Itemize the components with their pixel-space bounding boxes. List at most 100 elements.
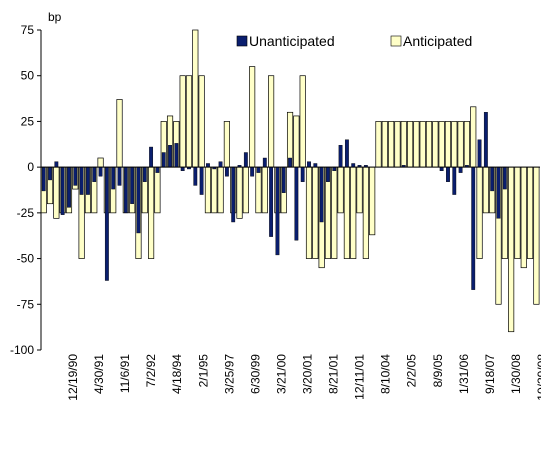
x-tick-label: 2/2/05 xyxy=(405,354,419,388)
y-axis-label: bp xyxy=(48,10,62,24)
bar-unanticipated xyxy=(180,166,185,171)
bar-anticipated xyxy=(204,166,212,214)
x-tick-label: 3/21/00 xyxy=(274,354,288,394)
bar-unanticipated xyxy=(458,166,463,173)
bar-unanticipated xyxy=(41,166,46,192)
bar-unanticipated xyxy=(477,139,482,168)
x-tick-label: 3/25/97 xyxy=(222,354,236,394)
bar-unanticipated xyxy=(123,166,128,214)
bar-anticipated xyxy=(451,121,458,168)
bar-anticipated xyxy=(305,166,313,259)
x-tick-label: 7/2/92 xyxy=(144,354,158,388)
bar-anticipated xyxy=(249,66,256,168)
bar-anticipated xyxy=(255,166,262,214)
bar-anticipated xyxy=(375,121,382,168)
x-tick-label: 8/9/05 xyxy=(431,354,445,388)
bar-unanticipated xyxy=(79,166,84,195)
bar-anticipated xyxy=(331,166,338,259)
bar-anticipated xyxy=(508,166,515,333)
bar-anticipated xyxy=(116,99,123,168)
bar-anticipated xyxy=(192,29,199,168)
bar-unanticipated xyxy=(326,166,330,182)
bar-unanticipated xyxy=(446,166,450,182)
bar-unanticipated xyxy=(243,152,248,168)
x-tick-label: 9/18/07 xyxy=(483,354,497,394)
bar-anticipated xyxy=(154,166,161,214)
bar-unanticipated xyxy=(117,166,122,186)
bar-anticipated xyxy=(432,121,439,168)
bar-unanticipated xyxy=(54,161,59,168)
x-tick-label: 8/21/01 xyxy=(327,354,341,394)
bar-anticipated xyxy=(343,166,350,259)
x-tick-label: 1/30/08 xyxy=(509,354,523,394)
bar-unanticipated xyxy=(483,112,488,168)
y-tick-label: -25 xyxy=(17,206,35,220)
bar-unanticipated xyxy=(313,163,318,168)
bar-anticipated xyxy=(425,121,433,168)
bar-unanticipated xyxy=(231,166,236,223)
x-tick-label: 10/29/08 xyxy=(535,354,541,401)
bar-unanticipated xyxy=(142,166,147,182)
bar-unanticipated xyxy=(48,166,52,181)
y-tick-label: 75 xyxy=(21,23,35,37)
bar-unanticipated xyxy=(73,166,78,186)
bar-anticipated xyxy=(394,121,401,168)
bar-unanticipated xyxy=(281,166,286,193)
axes: 75 50 25 0 -25 -50 -75 -100 bp 12/19/90 4/30/91 11/… xyxy=(10,10,541,401)
bar-unanticipated xyxy=(332,166,337,171)
y-tick-label: 0 xyxy=(27,160,34,174)
x-tick-label: 4/18/94 xyxy=(170,354,184,394)
bar-unanticipated xyxy=(98,166,103,177)
bar-anticipated xyxy=(419,121,426,168)
bar-unanticipated xyxy=(224,166,229,177)
bar-anticipated xyxy=(261,166,268,214)
bar-unanticipated xyxy=(439,166,444,171)
bar-anticipated xyxy=(407,121,414,168)
x-tick-label: 2/1/95 xyxy=(196,354,210,388)
bar-unanticipated xyxy=(502,166,507,190)
bar-unanticipated xyxy=(351,163,356,168)
bar-anticipated xyxy=(217,166,224,214)
y-tick-label: 50 xyxy=(21,69,35,83)
y-tick-label: -50 xyxy=(17,252,35,266)
bar-unanticipated xyxy=(452,166,457,195)
bar-anticipated xyxy=(438,121,445,168)
bar-anticipated xyxy=(476,166,483,259)
bar-anticipated xyxy=(388,121,395,168)
y-tick-label: -100 xyxy=(10,343,34,357)
bar-anticipated xyxy=(198,75,205,168)
x-tick-label: 12/19/90 xyxy=(66,354,80,401)
bar-anticipated xyxy=(299,75,306,168)
bar-anticipated xyxy=(97,157,104,168)
bar-unanticipated xyxy=(294,166,299,241)
bar-anticipated xyxy=(470,106,477,168)
bar-anticipated xyxy=(413,121,420,168)
bar-unanticipated xyxy=(344,139,349,168)
bar-anticipated xyxy=(520,166,527,269)
bar-anticipated xyxy=(242,166,249,214)
x-tick-label: 11/6/91 xyxy=(118,354,132,393)
bar-unanticipated xyxy=(338,144,343,168)
bar-unanticipated xyxy=(60,166,65,215)
bar-anticipated xyxy=(356,166,363,214)
bar-unanticipated xyxy=(206,163,210,168)
bar-anticipated xyxy=(185,75,193,168)
bar-unanticipated xyxy=(104,166,109,281)
y-tick-label: 25 xyxy=(21,114,35,128)
bar-unanticipated xyxy=(86,166,90,195)
bar-anticipated xyxy=(211,166,218,214)
bar-unanticipated xyxy=(155,166,160,173)
bar-unanticipated xyxy=(496,166,501,219)
bar-unanticipated xyxy=(319,166,324,223)
bar-unanticipated xyxy=(490,166,495,192)
bar-unanticipated xyxy=(130,166,135,204)
bar-unanticipated xyxy=(111,166,116,190)
bar-anticipated xyxy=(463,121,470,168)
bar-unanticipated xyxy=(67,166,71,208)
bar-unanticipated xyxy=(288,157,292,168)
x-tick-label: 3/20/01 xyxy=(301,354,315,394)
x-tick-label: 1/31/06 xyxy=(457,354,471,394)
x-tick-label: 8/10/04 xyxy=(379,354,393,394)
bar-anticipated xyxy=(53,166,60,219)
